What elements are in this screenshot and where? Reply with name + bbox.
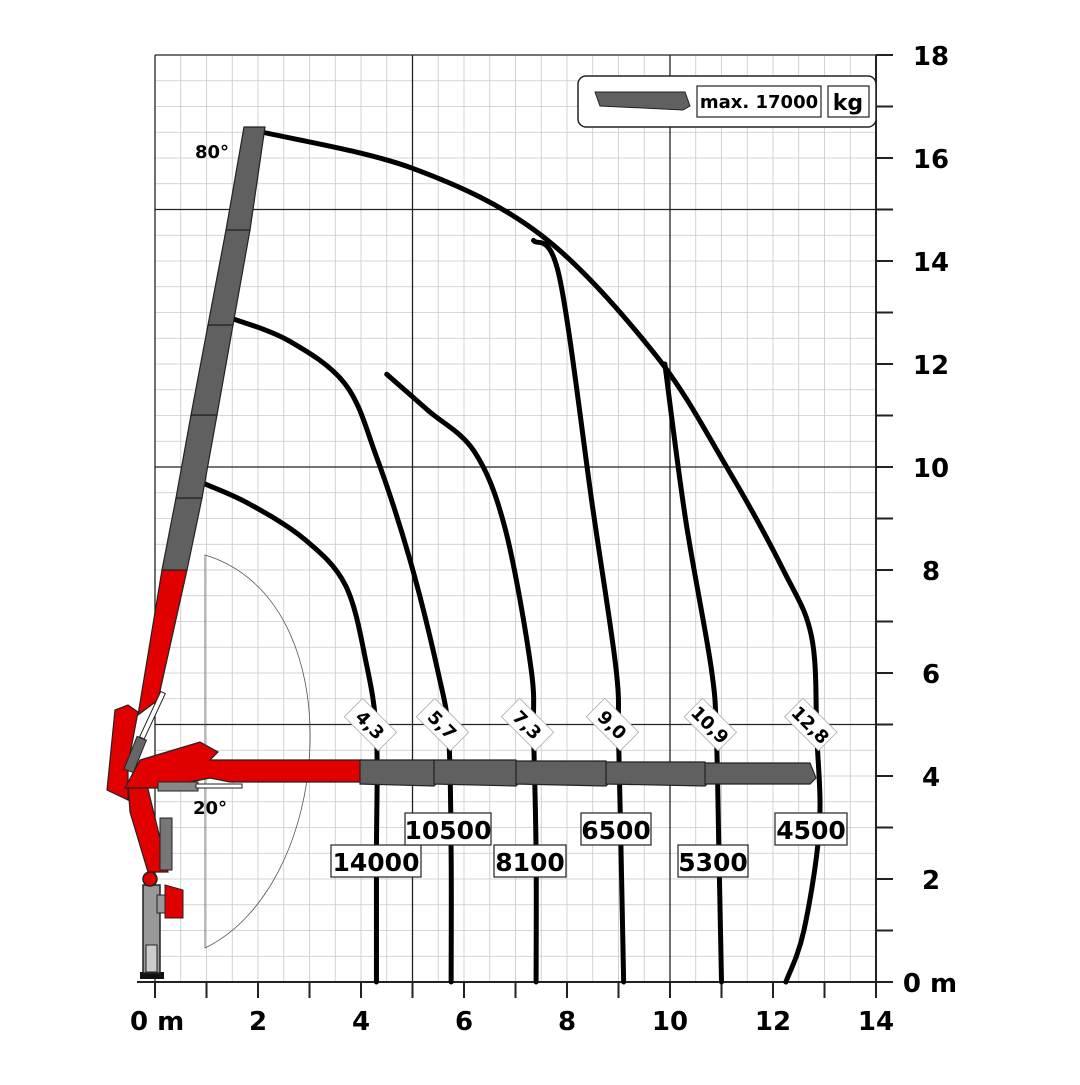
reach-tag: 10,9	[683, 697, 738, 752]
legend-label-box	[696, 85, 822, 118]
y-tick-label: 4	[922, 763, 940, 793]
capacity-label-box	[774, 812, 848, 846]
extension-5	[225, 126, 266, 231]
reach-tag-box	[784, 697, 838, 752]
capacity-label-box	[493, 844, 567, 878]
h-extension-1	[359, 759, 441, 787]
curve-labels: 4,3 14000 5,7 10500 7,3 8100 9,0 6500 10,9 5300 12…	[330, 697, 848, 878]
legend: max. 17000 kg	[577, 75, 877, 128]
x-tick-label: 4	[352, 1007, 370, 1037]
reach-tag: 9,0	[585, 697, 640, 752]
x-tick-label: 8	[558, 1007, 576, 1037]
capacity-label: 14000	[333, 848, 420, 877]
x-tick-label: 0 m	[130, 1007, 184, 1037]
crane-illustration	[106, 126, 817, 979]
angle-label-min: 20°	[193, 798, 227, 819]
extension-1	[161, 497, 203, 571]
reach-tag: 7,3	[500, 697, 555, 752]
crane-foot	[140, 972, 164, 979]
y-tick-label: 14	[913, 248, 949, 278]
x-tick-label: 6	[455, 1007, 473, 1037]
y-tick-label: 18	[913, 42, 949, 72]
load-curve	[227, 315, 454, 985]
horizontal-boom-base	[123, 741, 363, 789]
capacity-label-box	[404, 812, 492, 846]
capacity-label: 8100	[495, 848, 565, 877]
reach-tag-box	[500, 697, 555, 752]
extension-4	[207, 229, 251, 326]
reach-tag: 5,7	[415, 697, 470, 752]
x-tick-label: 14	[858, 1007, 894, 1037]
capacity-label-box	[580, 812, 652, 846]
horizontal-cylinder	[157, 781, 199, 792]
inclined-cylinder-rod	[138, 690, 166, 740]
y-tick-label: 10	[913, 454, 949, 484]
x-tick-label: 12	[755, 1007, 791, 1037]
capacity-label-box	[677, 844, 749, 878]
x-tick-label: 10	[652, 1007, 688, 1037]
horizontal-cylinder-rod	[195, 783, 243, 789]
reach-tag-box	[683, 697, 738, 752]
legend-unit: kg	[833, 91, 863, 116]
load-curve	[384, 371, 539, 985]
capacity-label: 6500	[581, 816, 651, 845]
y-tick-label: 12	[913, 351, 949, 381]
h-extension-3	[515, 760, 613, 787]
reach-tag-box	[585, 697, 640, 752]
legend-max-label: max. 17000	[700, 92, 818, 113]
boom-icon	[594, 91, 691, 111]
capacity-label-box	[330, 844, 422, 878]
reach-tag-box	[415, 697, 470, 752]
y-tick-label: 16	[913, 145, 949, 175]
working-area-outline	[204, 554, 311, 949]
h-extension-5	[704, 762, 817, 785]
main-cylinder	[159, 817, 173, 871]
reach-tag: 4,3	[343, 697, 398, 752]
crane-rotation-housing	[164, 884, 184, 919]
load-curve	[198, 479, 380, 985]
axes: 0 m 2 4 6 8 10 12 14 0 m 2 4 6 8 10 12 14 16 18	[130, 42, 957, 1037]
capacity-label: 4500	[776, 816, 846, 845]
load-curve	[531, 237, 627, 985]
angle-labels: 80° 20°	[193, 142, 229, 819]
column-segment	[145, 944, 158, 973]
x-tick-label: 2	[249, 1007, 267, 1037]
h-extension-4	[605, 761, 712, 787]
y-tick-label: 0 m	[903, 969, 957, 999]
y-tick-label: 8	[922, 557, 940, 587]
capacity-label: 10500	[405, 816, 492, 845]
reach-tag: 12,8	[784, 697, 838, 752]
reach-tag-box	[343, 697, 398, 752]
y-tick-label: 2	[922, 866, 940, 896]
angle-label-max: 80°	[195, 142, 229, 163]
legend-unit-box	[827, 85, 870, 118]
capacity-label: 5300	[678, 848, 748, 877]
slew-pin	[142, 871, 158, 887]
h-extension-2	[433, 759, 523, 787]
y-tick-label: 6	[922, 660, 940, 690]
